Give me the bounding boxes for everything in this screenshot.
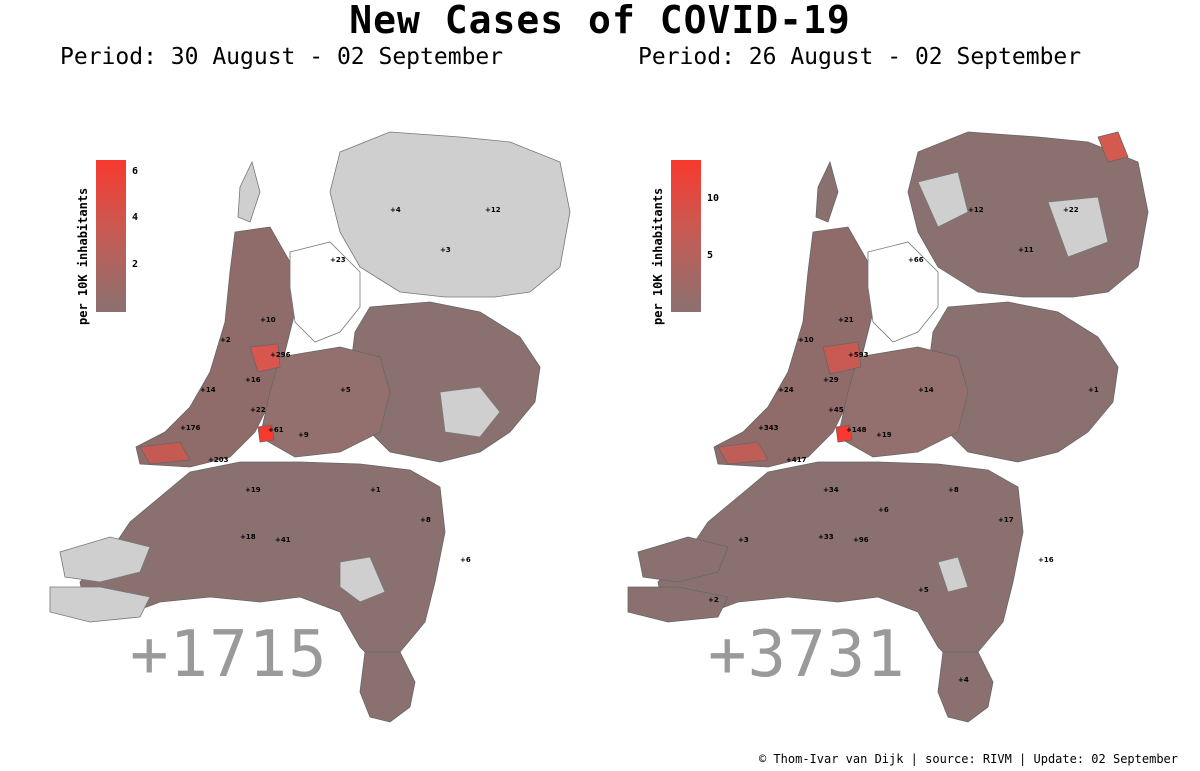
- municipality-labels-right: +593+417+343 +148+96+66+45+34+33+29+24+22…: [708, 206, 1099, 684]
- region-limburg: [359, 651, 416, 723]
- hotspot-rotterdam: [139, 441, 191, 465]
- grey-north-1: [917, 171, 969, 228]
- municipality-case-label: +343: [758, 424, 779, 432]
- colorbar-tick: 4: [132, 212, 139, 224]
- municipality-case-label: +41: [275, 536, 291, 544]
- municipality-case-label: +12: [968, 206, 984, 214]
- total-left: +1715: [130, 618, 328, 692]
- hotspot-amsterdam: [249, 343, 281, 373]
- region-zeeland-south: [627, 586, 729, 623]
- municipality-case-label: +3: [738, 536, 749, 544]
- wadden-island: [815, 160, 839, 223]
- grey-north-2: [1047, 196, 1109, 258]
- municipality-case-label: +10: [798, 336, 814, 344]
- municipality-case-label: +417: [786, 456, 807, 464]
- municipality-labels-left: +296 +203 +176 +61 +41 +23 +22 +19 +18 +16 +14 +12 +…: [180, 206, 501, 564]
- period-left: Period: 30 August - 02 September: [60, 44, 504, 70]
- land-base: [627, 131, 1149, 723]
- municipality-case-label: +61: [268, 426, 284, 434]
- municipality-case-label: +148: [846, 426, 867, 434]
- municipality-case-label: +17: [998, 516, 1014, 524]
- colorbar-right: [671, 160, 701, 312]
- municipality-case-label: +34: [823, 486, 839, 494]
- wadden-island: [237, 160, 261, 223]
- region-center: [259, 346, 391, 458]
- municipality-case-label: +18: [240, 533, 256, 541]
- municipality-case-label: +593: [848, 351, 869, 359]
- region-north: [907, 131, 1149, 298]
- region-zeeland-south: [49, 586, 151, 623]
- municipality-case-label: +6: [878, 506, 889, 514]
- grey-south: [339, 556, 386, 603]
- municipality-case-label: +296: [270, 351, 291, 359]
- municipality-case-label: +19: [245, 486, 261, 494]
- municipality-case-label: +66: [908, 256, 924, 264]
- map-left: +296+203+176 +61+41+23+22+19+18+16+14+12+…: [49, 131, 571, 723]
- municipality-case-label: +1: [1088, 386, 1099, 394]
- chart-title: New Cases of COVID-19: [349, 0, 851, 42]
- colorbar-tick: 10: [707, 193, 720, 205]
- municipality-case-label: +21: [838, 316, 854, 324]
- municipality-case-label: +9: [298, 431, 309, 439]
- municipality-case-label: +96: [853, 536, 869, 544]
- hotspot-utrecht: [257, 424, 275, 443]
- municipality-case-label: +11: [1018, 246, 1034, 254]
- colorbar-label-left: per 10K inhabitants: [76, 187, 90, 325]
- region-limburg: [937, 651, 994, 723]
- municipality-case-label: +5: [340, 386, 351, 394]
- land-base: [49, 131, 571, 723]
- hotspot-rotterdam: [717, 441, 769, 465]
- municipality-case-label: +16: [245, 376, 261, 384]
- colorbar-left: [96, 160, 126, 312]
- municipality-case-label: +10: [260, 316, 276, 324]
- region-ijsselmeer: [289, 241, 361, 343]
- grey-south: [937, 556, 969, 593]
- municipality-case-label: +2: [220, 336, 231, 344]
- municipality-case-label: +8: [948, 486, 959, 494]
- region-zeeland: [59, 536, 151, 583]
- colorbar-tick: 6: [132, 165, 139, 177]
- municipality-case-label: +176: [180, 424, 201, 432]
- region-ijsselmeer: [867, 241, 939, 343]
- municipality-case-label: +19: [876, 431, 892, 439]
- municipality-case-label: +14: [918, 386, 934, 394]
- hotspot-groningen: [1097, 131, 1129, 163]
- municipality-case-label: +5: [918, 586, 929, 594]
- footer-credit: © Thom-Ivar van Dijk | source: RIVM | Up…: [758, 752, 1178, 766]
- municipality-case-label: +24: [778, 386, 794, 394]
- municipality-case-label: +12: [485, 206, 501, 214]
- municipality-case-label: +16: [1038, 556, 1054, 564]
- region-zeeland: [637, 536, 729, 583]
- total-right: +3731: [708, 618, 906, 692]
- municipality-case-label: +45: [828, 406, 844, 414]
- hotspot-amsterdam: [822, 341, 862, 375]
- period-right: Period: 26 August - 02 September: [638, 44, 1082, 70]
- municipality-case-label: +4: [390, 206, 401, 214]
- municipality-case-label: +4: [958, 676, 969, 684]
- grey-east: [439, 386, 501, 438]
- municipality-case-label: +3: [440, 246, 451, 254]
- municipality-case-label: +2: [708, 596, 719, 604]
- municipality-case-label: +8: [420, 516, 431, 524]
- colorbar-tick: 2: [132, 259, 139, 271]
- municipality-case-label: +22: [250, 406, 266, 414]
- municipality-case-label: +22: [1063, 206, 1079, 214]
- region-north: [329, 131, 571, 298]
- municipality-case-label: +23: [330, 256, 346, 264]
- municipality-case-label: +14: [200, 386, 216, 394]
- municipality-case-label: +6: [460, 556, 471, 564]
- municipality-case-label: +33: [818, 533, 834, 541]
- colorbar-label-right: per 10K inhabitants: [651, 187, 665, 325]
- map-right: +593+417+343 +148+96+66+45+34+33+29+24+22…: [627, 131, 1149, 723]
- region-center: [837, 346, 969, 458]
- municipality-case-label: +1: [370, 486, 381, 494]
- municipality-case-label: +203: [208, 456, 229, 464]
- municipality-case-label: +29: [823, 376, 839, 384]
- hotspot-utrecht: [835, 424, 853, 443]
- colorbar-tick: 5: [707, 249, 714, 261]
